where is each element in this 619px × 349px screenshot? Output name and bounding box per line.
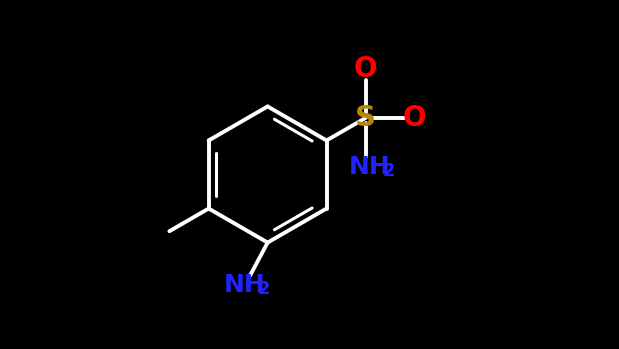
Text: NH: NH: [348, 155, 390, 179]
Text: O: O: [354, 55, 378, 83]
Text: 2: 2: [383, 162, 395, 180]
Text: O: O: [402, 104, 426, 132]
Text: 2: 2: [258, 280, 271, 298]
Text: NH: NH: [224, 273, 266, 297]
Text: S: S: [355, 104, 376, 132]
